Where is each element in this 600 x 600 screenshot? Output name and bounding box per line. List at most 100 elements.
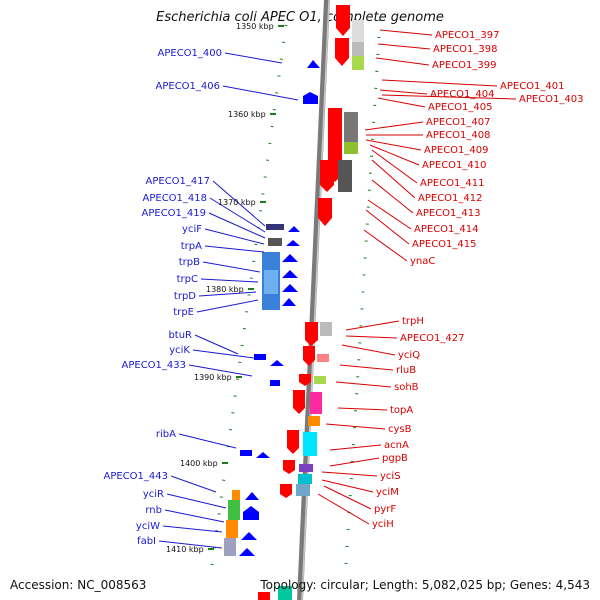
gene-label-right[interactable]: cysB <box>388 424 412 435</box>
leader-line <box>365 209 410 245</box>
leader-line <box>365 139 422 151</box>
leader-line <box>194 334 239 355</box>
leader-line <box>379 29 433 36</box>
gene-label-left[interactable]: btuR <box>168 330 192 341</box>
gene-label-right[interactable]: APECO1_409 <box>424 145 489 156</box>
tick-label: 1400 kbp <box>180 459 218 468</box>
leader-line <box>323 485 372 510</box>
leader-line <box>363 229 408 262</box>
gene-label-left[interactable]: trpD <box>174 291 196 302</box>
leader-line <box>325 423 386 430</box>
gene-label-right[interactable]: yciM <box>376 487 399 498</box>
gene-label-left[interactable]: yciF <box>182 224 202 235</box>
gene-label-right[interactable]: APECO1_413 <box>416 208 481 219</box>
leader-line <box>375 57 430 66</box>
gene-label-right[interactable]: sohB <box>394 382 419 393</box>
gene-label-left[interactable]: trpE <box>173 307 194 318</box>
leader-line <box>367 199 412 230</box>
tick-label: 1360 kbp <box>228 110 266 119</box>
gene-label-right[interactable]: APECO1_408 <box>426 130 491 141</box>
gene-label-left[interactable]: trpC <box>177 274 198 285</box>
gene-label-right[interactable]: APECO1_411 <box>420 178 485 189</box>
gene-label-right[interactable]: APECO1_401 <box>500 81 565 92</box>
left-leader-lines <box>158 52 299 549</box>
leader-line <box>369 144 420 166</box>
leader-line <box>162 525 223 533</box>
gene-label-right[interactable]: APECO1_412 <box>418 193 483 204</box>
leader-line <box>224 52 283 64</box>
leader-line <box>335 381 392 388</box>
leader-line <box>321 479 374 493</box>
leader-line <box>209 197 266 233</box>
leader-line <box>377 43 431 50</box>
gene-label-right[interactable]: APECO1_410 <box>422 160 487 171</box>
leader-line <box>371 149 418 184</box>
leader-line <box>329 444 382 451</box>
leader-line <box>321 471 378 477</box>
gene-label-right[interactable]: APECO1_427 <box>400 333 465 344</box>
gene-label-left[interactable]: rnb <box>145 505 162 516</box>
reverse-genes <box>224 60 320 556</box>
genome-stats-text: Topology: circular; Length: 5,082,025 bp… <box>260 578 590 592</box>
gene-label-left[interactable]: APECO1_400 <box>158 48 223 59</box>
gene-label-right[interactable]: APECO1_415 <box>412 239 477 250</box>
leader-line <box>371 179 414 214</box>
gene-label-right[interactable]: APECO1_404 <box>430 89 495 100</box>
gene-label-right[interactable]: pyrF <box>374 504 396 515</box>
gene-label-right[interactable]: APECO1_399 <box>432 60 497 71</box>
gene-label-left[interactable]: APECO1_433 <box>122 360 187 371</box>
gene-label-left[interactable]: trpB <box>179 257 200 268</box>
leader-line <box>196 299 259 313</box>
leader-line <box>341 344 396 356</box>
leader-line <box>188 364 253 377</box>
leader-line <box>204 228 265 245</box>
gene-label-right[interactable]: APECO1_398 <box>433 44 498 55</box>
gene-label-right[interactable]: APECO1_405 <box>428 102 493 113</box>
gene-label-left[interactable]: trpA <box>181 241 202 252</box>
gene-label-right[interactable]: yciS <box>380 471 401 482</box>
leader-line <box>170 475 217 493</box>
map-title: Escherichia coli APEC O1, complete genom… <box>156 10 444 25</box>
gene-label-left[interactable]: yciW <box>136 521 160 532</box>
right-leader-lines <box>317 29 517 525</box>
gene-label-right[interactable]: topA <box>390 405 413 416</box>
gene-label-left[interactable]: fabI <box>137 536 156 547</box>
leader-line <box>166 493 227 509</box>
leader-line <box>371 159 416 199</box>
leader-line <box>364 121 424 131</box>
gene-label-left[interactable]: APECO1_418 <box>143 193 208 204</box>
tick-label: 1350 kbp <box>236 22 274 31</box>
leader-line <box>337 407 388 411</box>
gene-label-right[interactable]: ynaC <box>410 256 435 267</box>
forward-genes <box>258 5 364 600</box>
gene-label-right[interactable]: yciQ <box>398 350 420 361</box>
leader-line <box>377 97 426 108</box>
gene-label-right[interactable]: trpH <box>402 316 424 327</box>
gene-label-right[interactable]: APECO1_407 <box>426 117 491 128</box>
tick-label: 1380 kbp <box>206 285 244 294</box>
gene-label-left[interactable]: yciK <box>169 345 190 356</box>
gene-label-right[interactable]: yciH <box>372 519 394 530</box>
leader-line <box>345 320 400 331</box>
leader-line <box>192 349 255 359</box>
gene-label-right[interactable]: pgpB <box>382 453 408 464</box>
leader-line <box>198 291 257 297</box>
gene-label-right[interactable]: APECO1_414 <box>414 224 479 235</box>
leader-line <box>381 79 498 87</box>
gene-label-left[interactable]: APECO1_443 <box>104 471 169 482</box>
gene-label-left[interactable]: APECO1_406 <box>156 81 221 92</box>
gene-label-left[interactable]: APECO1_419 <box>142 208 207 219</box>
leader-line <box>329 457 380 467</box>
gene-label-right[interactable]: rluB <box>396 365 416 376</box>
gene-label-right[interactable]: APECO1_397 <box>435 30 500 41</box>
gene-label-left[interactable]: ribA <box>156 429 176 440</box>
tick-label: 1390 kbp <box>194 373 232 382</box>
gene-label-right[interactable]: APECO1_403 <box>519 94 584 105</box>
gene-label-left[interactable]: APECO1_417 <box>146 176 211 187</box>
gene-label-right[interactable]: acnA <box>384 440 409 451</box>
leader-line <box>212 180 266 227</box>
leader-line <box>178 433 237 449</box>
leader-line <box>381 94 517 100</box>
leader-line <box>317 493 370 525</box>
gene-label-left[interactable]: yciR <box>143 489 164 500</box>
